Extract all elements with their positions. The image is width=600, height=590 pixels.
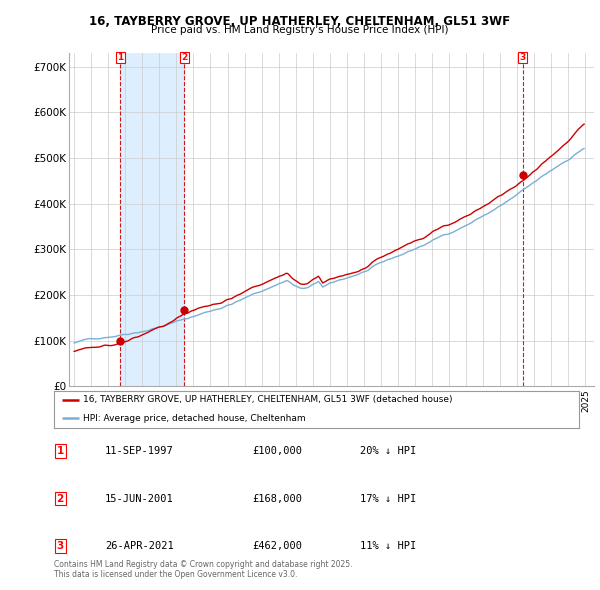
Text: 3: 3 — [56, 541, 64, 550]
Text: 16, TAYBERRY GROVE, UP HATHERLEY, CHELTENHAM, GL51 3WF (detached house): 16, TAYBERRY GROVE, UP HATHERLEY, CHELTE… — [83, 395, 452, 405]
Text: 16, TAYBERRY GROVE, UP HATHERLEY, CHELTENHAM, GL51 3WF: 16, TAYBERRY GROVE, UP HATHERLEY, CHELTE… — [89, 15, 511, 28]
Text: 20% ↓ HPI: 20% ↓ HPI — [360, 447, 416, 456]
Text: 11% ↓ HPI: 11% ↓ HPI — [360, 541, 416, 550]
Text: £168,000: £168,000 — [252, 494, 302, 503]
Text: 11-SEP-1997: 11-SEP-1997 — [105, 447, 174, 456]
Bar — [120, 53, 184, 386]
Text: 3: 3 — [520, 53, 526, 62]
Text: 1: 1 — [56, 447, 64, 456]
Text: 2: 2 — [56, 494, 64, 503]
Text: Price paid vs. HM Land Registry's House Price Index (HPI): Price paid vs. HM Land Registry's House … — [151, 25, 449, 35]
Text: 15-JUN-2001: 15-JUN-2001 — [105, 494, 174, 503]
Text: £100,000: £100,000 — [252, 447, 302, 456]
Text: 1: 1 — [117, 53, 123, 62]
Text: 17% ↓ HPI: 17% ↓ HPI — [360, 494, 416, 503]
Text: HPI: Average price, detached house, Cheltenham: HPI: Average price, detached house, Chel… — [83, 414, 305, 423]
Text: 2: 2 — [181, 53, 187, 62]
Text: Contains HM Land Registry data © Crown copyright and database right 2025.
This d: Contains HM Land Registry data © Crown c… — [54, 560, 353, 579]
Text: £462,000: £462,000 — [252, 541, 302, 550]
Text: 26-APR-2021: 26-APR-2021 — [105, 541, 174, 550]
